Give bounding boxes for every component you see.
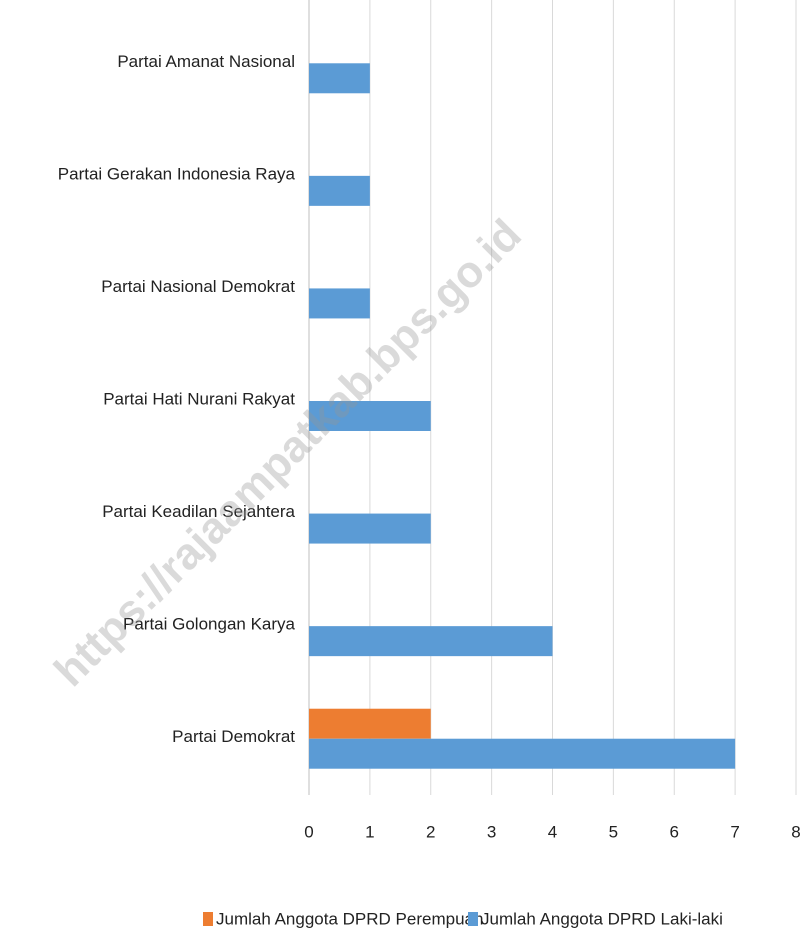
bar (309, 708, 431, 739)
y-tick-label: Partai Nasional Demokrat (101, 277, 295, 296)
bar (309, 738, 736, 769)
x-tick-label: 4 (548, 822, 557, 841)
x-tick-label: 2 (426, 822, 435, 841)
y-tick-label: Partai Golongan Karya (123, 615, 296, 634)
bar (309, 63, 370, 94)
x-tick-label: 6 (670, 822, 679, 841)
y-tick-label: Partai Gerakan Indonesia Raya (58, 164, 296, 183)
bar (309, 401, 431, 431)
x-tick-label: 3 (487, 822, 496, 841)
bar (309, 513, 431, 544)
legend-swatch (203, 912, 213, 926)
legend-label: Jumlah Anggota DPRD Perempuan (216, 909, 483, 928)
x-tick-label: 7 (730, 822, 739, 841)
bar (309, 175, 370, 206)
legend-swatch (468, 912, 478, 926)
y-tick-label: Partai Demokrat (172, 727, 295, 746)
x-tick-label: 0 (304, 822, 313, 841)
y-tick-label: Partai Amanat Nasional (117, 52, 295, 71)
bar (309, 288, 370, 319)
y-tick-label: Partai Hati Nurani Rakyat (103, 389, 295, 408)
bar (309, 626, 553, 657)
y-tick-label: Partai Keadilan Sejahtera (102, 502, 295, 521)
x-tick-label: 8 (791, 822, 800, 841)
x-tick-label: 5 (609, 822, 618, 841)
x-tick-label: 1 (365, 822, 374, 841)
legend-label: Jumlah Anggota DPRD Laki-laki (481, 909, 723, 928)
